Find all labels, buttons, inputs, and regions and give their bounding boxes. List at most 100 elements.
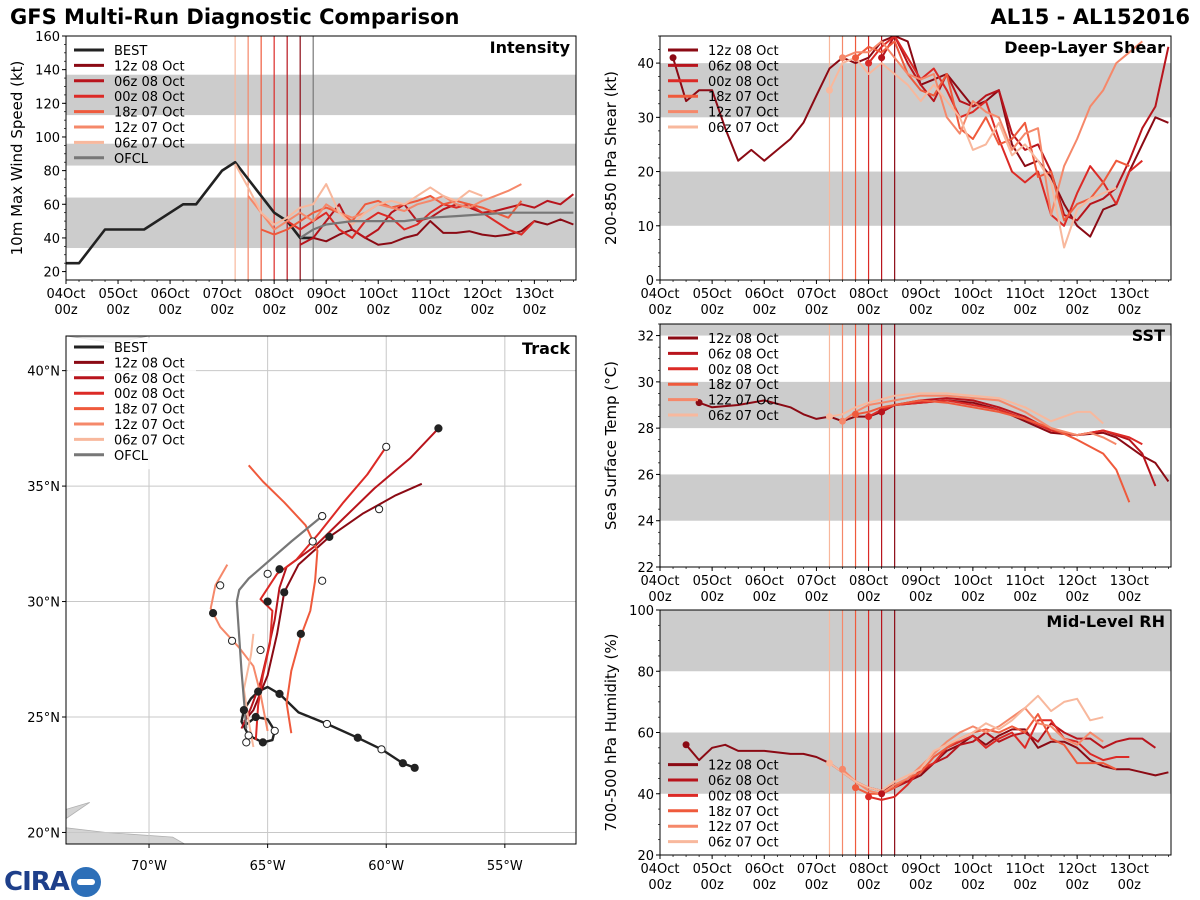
rh-ytick-label: 100 bbox=[629, 604, 654, 619]
track-title: Track bbox=[522, 339, 570, 358]
rh-legend-label: 06z 07 Oct bbox=[708, 836, 779, 851]
rh-xtick-label: 00z bbox=[700, 878, 724, 893]
track-position-marker bbox=[353, 733, 362, 742]
sst-init-marker bbox=[852, 410, 860, 418]
sst-init-marker bbox=[878, 408, 886, 416]
sst-ylabel: Sea Surface Temp (°C) bbox=[602, 361, 620, 530]
track-legend-label: BEST bbox=[114, 341, 147, 356]
shear-init-marker bbox=[878, 54, 886, 62]
shear-legend-label: 06z 08 Oct bbox=[708, 59, 779, 74]
sst-init-marker bbox=[825, 413, 833, 421]
intensity-ytick-label: 120 bbox=[35, 97, 60, 112]
panel-track: 70°W 65°W 60°W 55°W 20°N 25°N 30°N 35°N 40°N Trac… bbox=[27, 335, 577, 874]
intensity-legend-label: 12z 08 Oct bbox=[114, 59, 185, 74]
rh-series-line bbox=[868, 719, 1130, 801]
rh-xtick-label: 00z bbox=[648, 878, 672, 893]
track-position-marker bbox=[308, 537, 317, 546]
shear-title: Deep-Layer Shear bbox=[1004, 38, 1165, 57]
shear-xtick-label: 08Oct bbox=[849, 287, 888, 302]
shear-series-line bbox=[880, 36, 1170, 222]
sst-series-line bbox=[829, 392, 1104, 425]
rh-ytick-label: 60 bbox=[637, 727, 654, 742]
track-position-marker bbox=[242, 738, 251, 747]
rh-xtick-label: 00z bbox=[1065, 878, 1089, 893]
shear-ytick-label: 20 bbox=[637, 166, 654, 181]
rh-xtick-label: 00z bbox=[1013, 878, 1037, 893]
sst-xtick-label: 00z bbox=[805, 590, 829, 605]
sst-xtick-label: 11Oct bbox=[1005, 574, 1044, 589]
sst-ytick-label: 30 bbox=[637, 376, 654, 391]
track-position-marker bbox=[325, 532, 334, 541]
rh-series-line bbox=[881, 722, 1156, 795]
intensity-xtick-label: 00z bbox=[315, 303, 339, 318]
track-position-marker bbox=[375, 505, 384, 514]
shear-xtick-label: 07Oct bbox=[797, 287, 836, 302]
shear-init-marker bbox=[839, 54, 846, 62]
intensity-xtick-label: 05Oct bbox=[99, 287, 138, 302]
shear-legend-label: 12z 08 Oct bbox=[708, 44, 779, 59]
shear-series-line bbox=[867, 36, 1143, 227]
sst-xtick-label: 05Oct bbox=[693, 574, 732, 589]
rh-xtick-label: 00z bbox=[857, 878, 881, 893]
shear-xtick-label: 00z bbox=[1013, 303, 1037, 318]
intensity-legend-label: BEST bbox=[114, 44, 147, 59]
shear-ytick-label: 30 bbox=[637, 111, 654, 126]
shear-xtick-label: 05Oct bbox=[693, 287, 732, 302]
intensity-frame bbox=[65, 35, 577, 281]
intensity-xtick-label: 09Oct bbox=[307, 287, 346, 302]
track-position-marker bbox=[244, 731, 253, 740]
sst-series-line bbox=[841, 394, 1117, 446]
land-mass bbox=[66, 802, 90, 820]
rh-ylabel: 700-500 hPa Humidity (%) bbox=[602, 633, 620, 831]
track-position-marker bbox=[270, 726, 279, 735]
rh-xtick-label: 10Oct bbox=[953, 862, 992, 877]
panel-sst: 22242628303204Oct00z05Oct00z06Oct00z07Oc… bbox=[602, 323, 1172, 605]
intensity-legend-label: 06z 08 Oct bbox=[114, 75, 185, 90]
intensity-xtick-label: 00z bbox=[523, 303, 547, 318]
rh-xtick-label: 08Oct bbox=[849, 862, 888, 877]
shear-xtick-label: 11Oct bbox=[1005, 287, 1044, 302]
rh-series-line bbox=[841, 707, 1104, 795]
rh-ytick-label: 80 bbox=[637, 665, 654, 680]
track-xtick-label: 70°W bbox=[131, 859, 167, 874]
sst-xtick-label: 00z bbox=[648, 590, 672, 605]
shear-series-line bbox=[854, 40, 1130, 222]
rh-xtick-label: 00z bbox=[805, 878, 829, 893]
track-legend-label: OFCL bbox=[114, 449, 149, 464]
shear-init-marker bbox=[825, 86, 833, 94]
shear-ylabel: 200-850 hPa Shear (kt) bbox=[602, 71, 620, 245]
rh-xtick-label: 00z bbox=[909, 878, 933, 893]
shear-legend-label: 00z 08 Oct bbox=[708, 75, 779, 90]
shear-init-marker bbox=[669, 54, 677, 62]
intensity-xtick-label: 00z bbox=[471, 303, 495, 318]
shear-series-line bbox=[828, 56, 1117, 249]
track-position-marker bbox=[227, 636, 237, 645]
panel-rh: 2040608010004Oct00z05Oct00z06Oct00z07Oct… bbox=[602, 604, 1172, 893]
intensity-ytick-label: 80 bbox=[43, 165, 60, 180]
shear-xtick-label: 09Oct bbox=[901, 287, 940, 302]
sst-xtick-label: 00z bbox=[857, 590, 881, 605]
rh-xtick-label: 11Oct bbox=[1005, 862, 1044, 877]
sst-legend-label: 06z 07 Oct bbox=[708, 409, 779, 424]
track-position-marker bbox=[216, 581, 225, 590]
intensity-xtick-label: 00z bbox=[54, 303, 78, 318]
rh-xtick-label: 07Oct bbox=[797, 862, 836, 877]
rh-legend-label: 00z 08 Oct bbox=[708, 789, 779, 804]
sst-xtick-label: 10Oct bbox=[953, 574, 992, 589]
sst-plot-area bbox=[660, 324, 1171, 567]
globe-icon bbox=[70, 867, 101, 897]
sst-init-marker bbox=[865, 413, 873, 421]
sst-xtick-label: 00z bbox=[1013, 590, 1037, 605]
rh-series-line bbox=[855, 713, 1117, 795]
rh-legend-label: 12z 08 Oct bbox=[708, 759, 779, 774]
intensity-title: Intensity bbox=[490, 38, 571, 57]
figure-title: GFS Multi-Run Diagnostic Comparison bbox=[10, 5, 460, 29]
rh-legend-label: 06z 08 Oct bbox=[708, 774, 779, 789]
intensity-xtick-label: 08Oct bbox=[255, 287, 294, 302]
sst-xtick-label: 08Oct bbox=[849, 574, 888, 589]
shear-xtick-label: 12Oct bbox=[1058, 287, 1097, 302]
rh-xtick-label: 00z bbox=[961, 878, 985, 893]
shear-xtick-label: 00z bbox=[909, 303, 933, 318]
rh-init-marker bbox=[825, 759, 833, 767]
